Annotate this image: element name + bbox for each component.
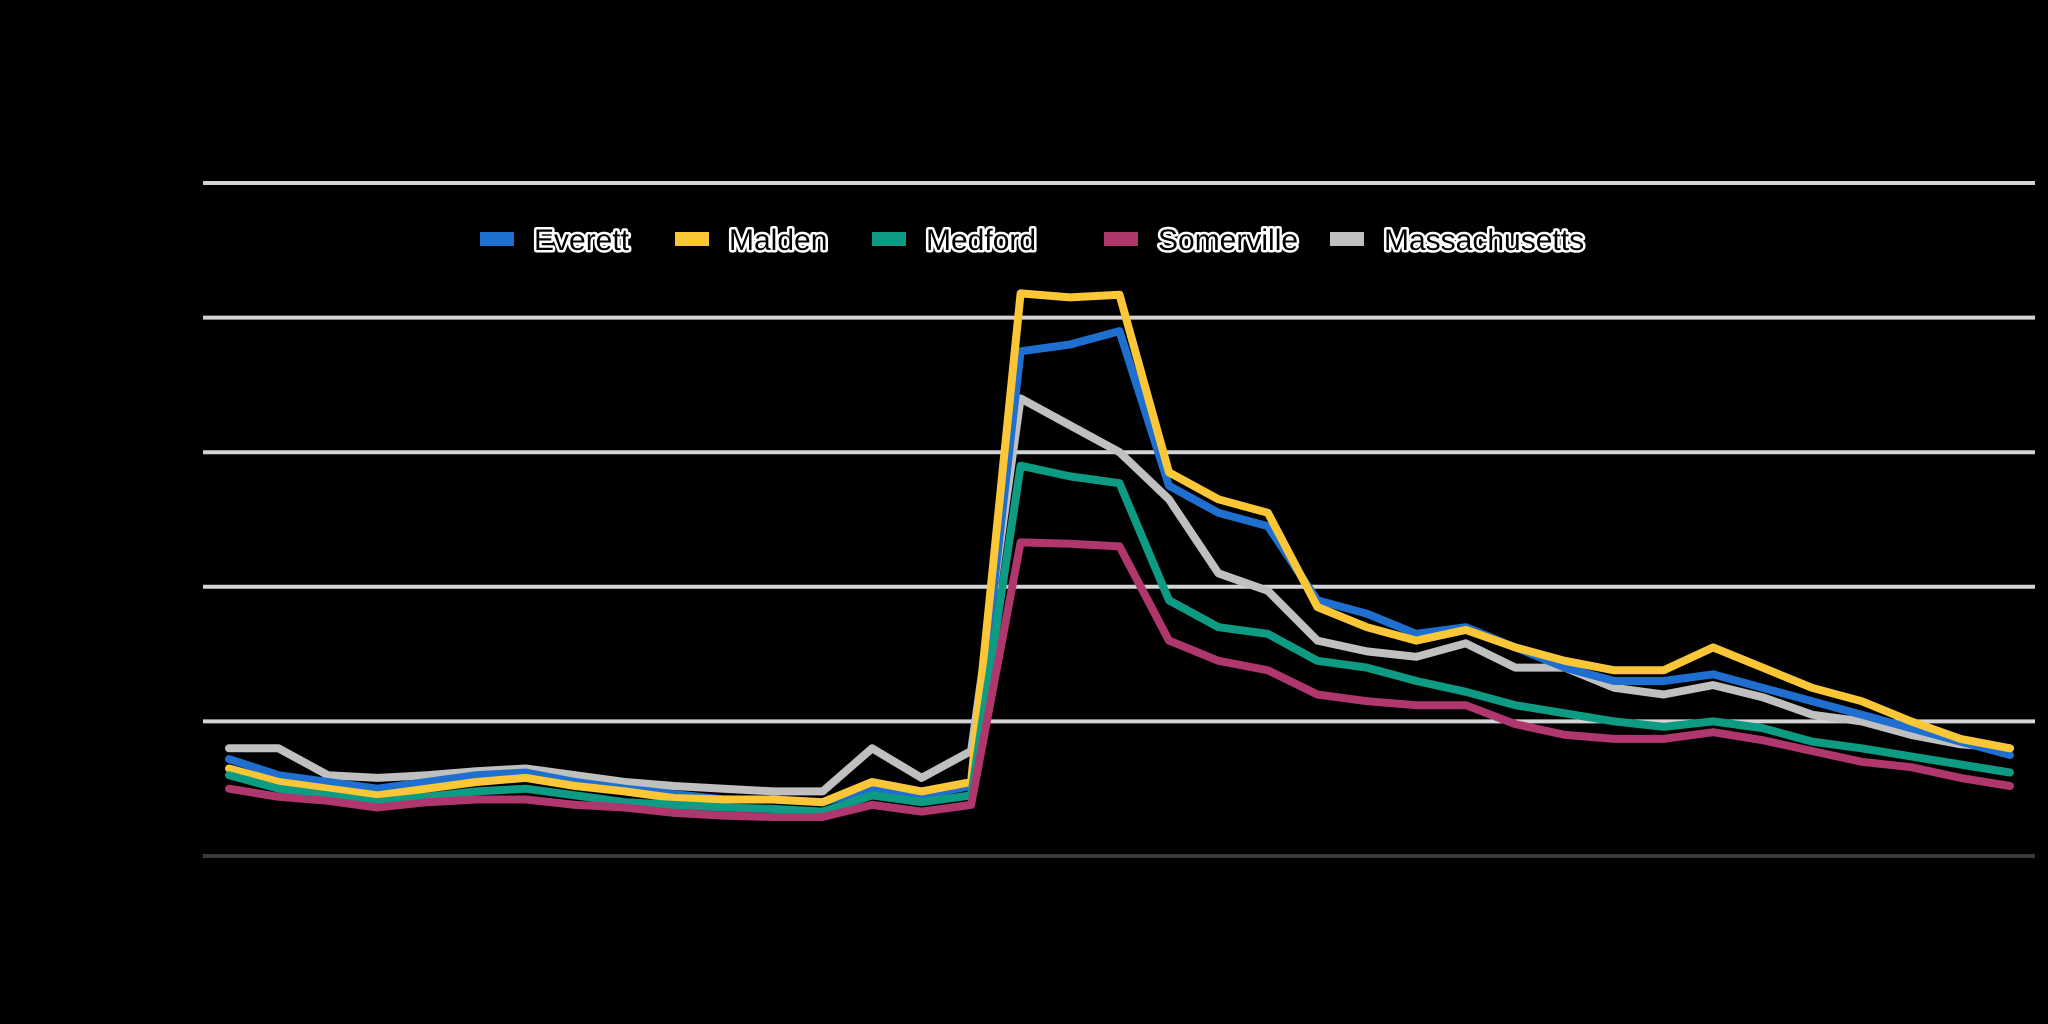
legend-item-everett: Everett [480,222,632,260]
legend-swatch [1330,232,1364,246]
gridlines [203,181,2035,858]
series-line-everett [225,327,2014,807]
series-line-massachusetts [225,394,2014,796]
series-lines [225,289,2014,821]
legend-item-malden: Malden [675,222,830,260]
series-line-somerville [225,538,2014,821]
series-line-medford [225,461,2014,816]
legend-item-massachusetts: Massachusetts [1330,222,1587,260]
legend-label: Malden [729,224,827,257]
legend-swatch [872,232,906,246]
legend-label: Massachusetts [1384,224,1584,257]
legend-swatch [1104,232,1138,246]
legend-swatch [480,232,514,246]
legend-swatch [675,232,709,246]
legend-label: Everett [534,224,630,257]
legend-item-somerville: Somerville [1104,222,1301,260]
legend: Everett Malden Medford Somerville Massachuse… [480,222,1587,260]
legend-item-medford: Medford [872,222,1039,260]
legend-label: Medford [926,224,1036,257]
series-line-malden [225,289,2014,807]
legend-label: Somerville [1158,224,1298,257]
